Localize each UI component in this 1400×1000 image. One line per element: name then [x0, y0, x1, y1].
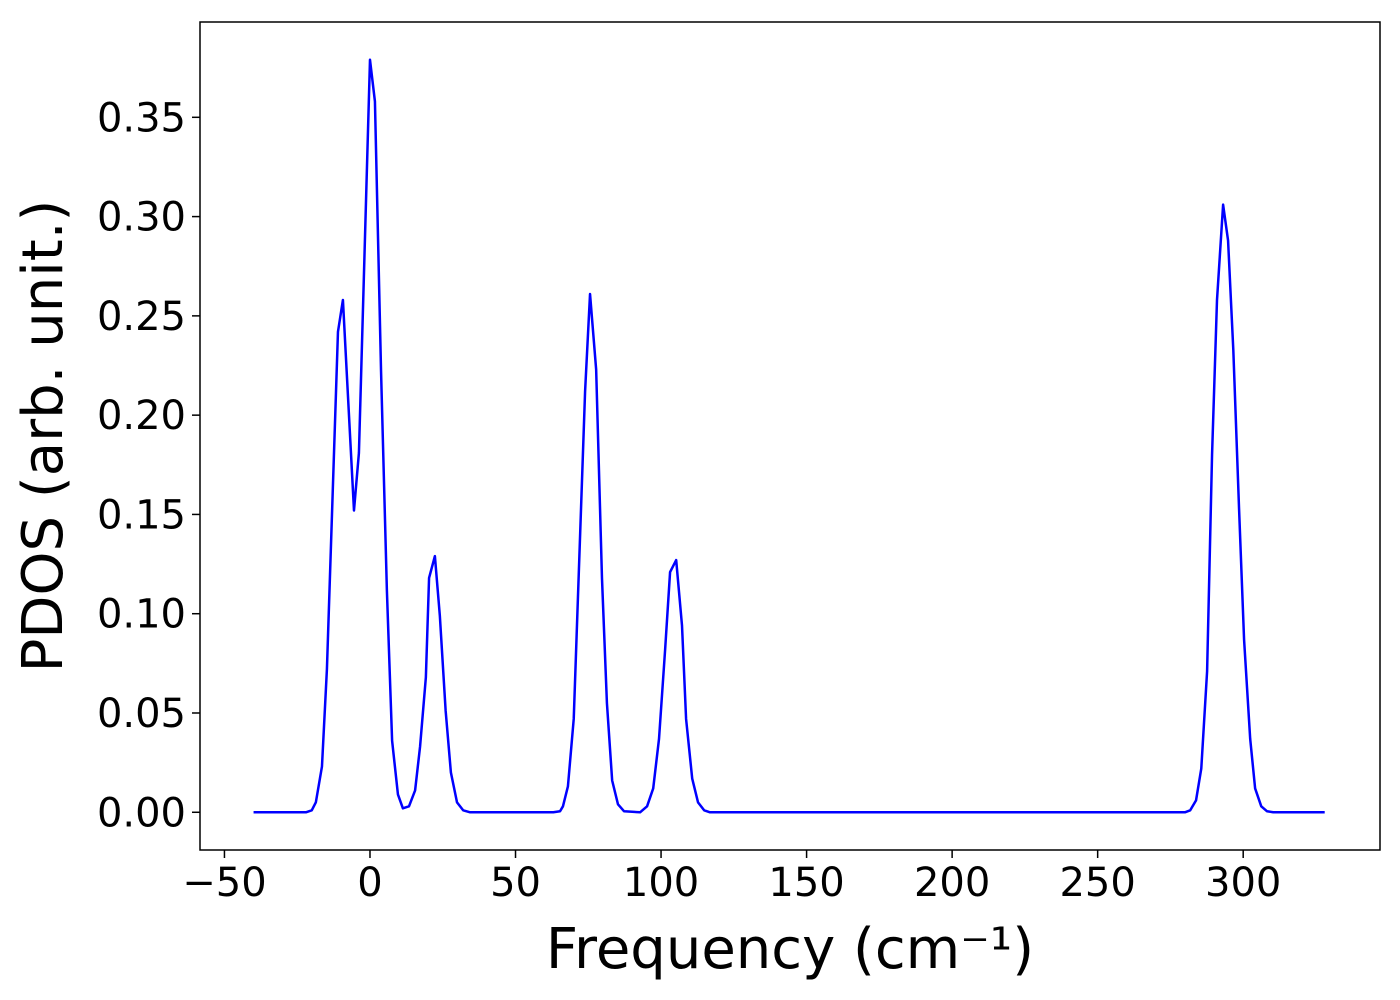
- y-tick-label: 0.30: [97, 195, 186, 241]
- x-tick-label: 250: [1059, 860, 1135, 906]
- plot-frame: [199, 21, 1381, 851]
- x-axis-label: Frequency (cm⁻¹): [546, 917, 1034, 982]
- y-tick-label: 0.20: [97, 393, 186, 439]
- x-tick-label: 200: [914, 860, 990, 906]
- line-series: [253, 58, 1325, 814]
- y-tick-label: 0.05: [97, 691, 186, 737]
- y-tick-label: 0.35: [97, 95, 186, 141]
- x-tick-label: 50: [490, 860, 541, 906]
- y-tick-label: 0.10: [97, 592, 186, 638]
- x-tick-label: 150: [768, 860, 844, 906]
- y-axis-label: PDOS (arb. unit.): [11, 200, 76, 673]
- y-tick-label: 0.15: [97, 492, 186, 538]
- x-tick-label: 100: [623, 860, 699, 906]
- x-tick-label: 300: [1205, 860, 1281, 906]
- y-tick-label: 0.25: [97, 294, 186, 340]
- x-tick-label: 0: [357, 860, 382, 906]
- y-tick-label: 0.00: [97, 790, 186, 836]
- x-tick-label: −50: [182, 860, 266, 906]
